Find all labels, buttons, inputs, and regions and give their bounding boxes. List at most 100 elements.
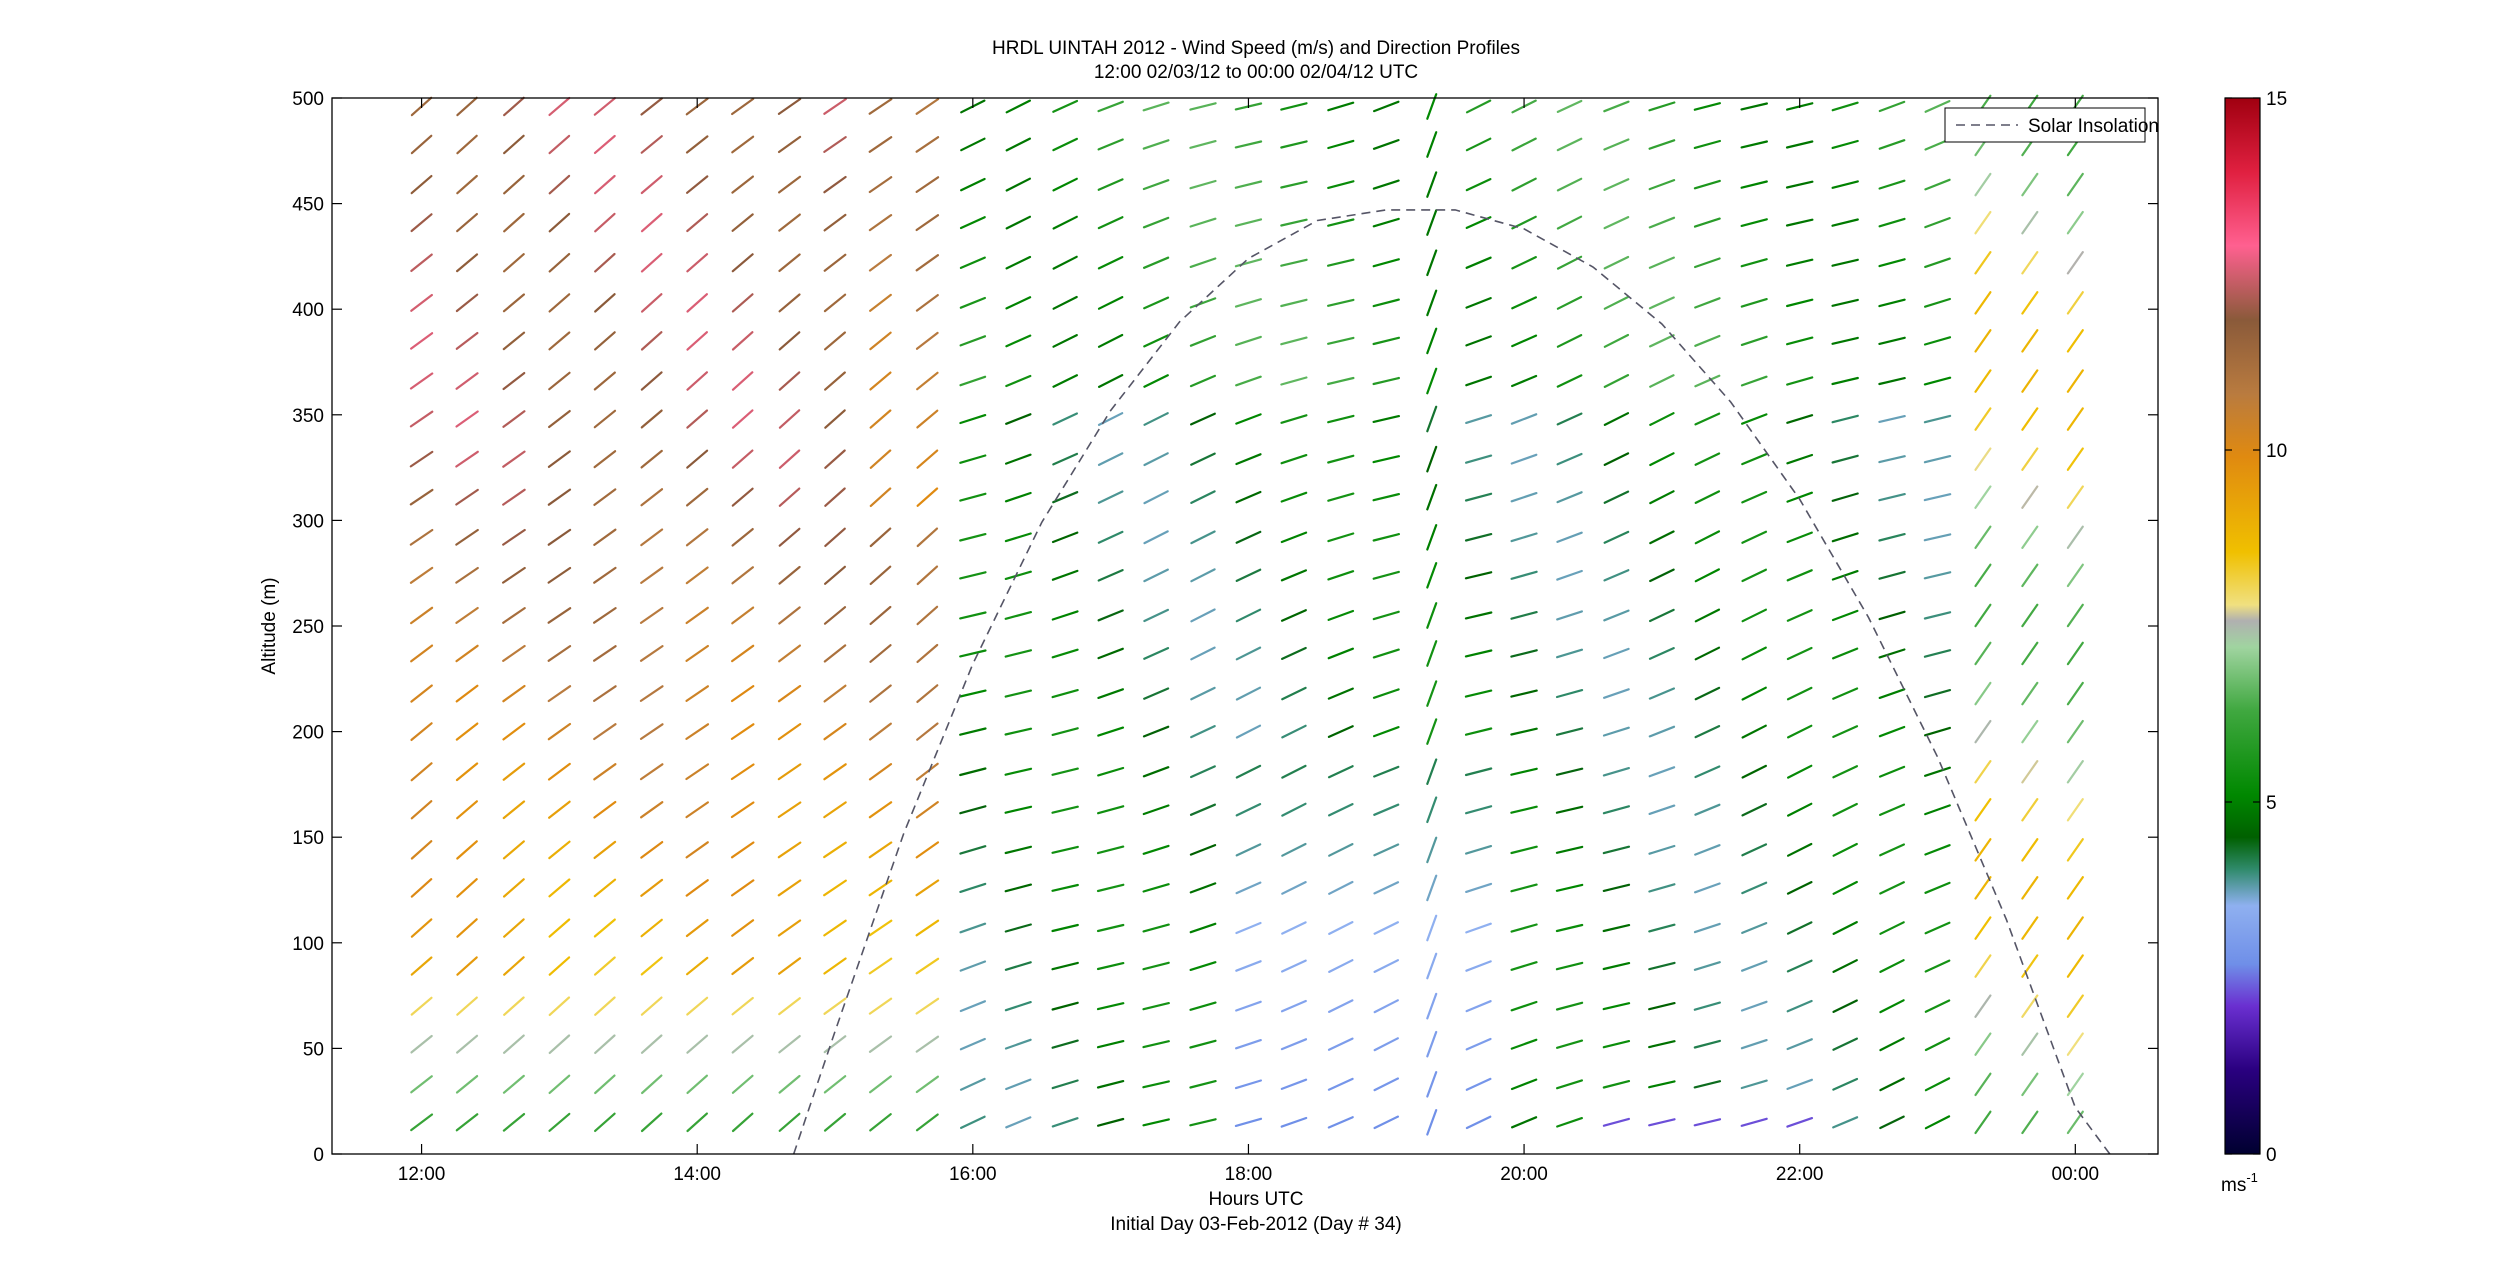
wind-barb <box>1052 137 1079 152</box>
wind-barb <box>1923 766 1952 777</box>
wind-barb <box>1879 959 1905 974</box>
wind-barb <box>915 1035 940 1053</box>
wind-barb <box>548 96 571 117</box>
wind-barb <box>2066 797 2084 822</box>
wind-barb <box>639 606 664 625</box>
wind-barb <box>1280 180 1308 189</box>
wind-barb <box>1052 491 1079 504</box>
wind-barb <box>730 879 755 897</box>
wind-barb <box>1281 764 1307 779</box>
wind-barb <box>1974 954 1992 978</box>
wind-barb <box>1555 688 1584 699</box>
wind-barb <box>777 763 802 781</box>
chart-title: HRDL UINTAH 2012 - Wind Speed (m/s) and … <box>992 38 1520 83</box>
wind-barb <box>455 644 479 663</box>
wind-barb <box>1786 1078 1814 1091</box>
wind-barb <box>731 371 754 391</box>
wind-barb <box>1142 883 1170 893</box>
wind-barb <box>869 331 892 351</box>
wind-barb <box>1372 648 1400 659</box>
wind-barb <box>1510 413 1538 425</box>
wind-barb <box>2021 797 2039 822</box>
wind-barb <box>1189 882 1217 894</box>
wind-barb <box>2066 1032 2084 1056</box>
wind-barb <box>1648 334 1675 348</box>
wind-barb <box>1693 179 1721 190</box>
wind-barb <box>1327 802 1354 817</box>
wind-barb <box>548 996 571 1017</box>
wind-barb <box>2021 210 2039 235</box>
wind-barb <box>959 492 987 502</box>
wind-barb <box>548 840 571 860</box>
wind-barb <box>685 606 709 625</box>
wind-barb <box>1372 415 1401 423</box>
wind-barb <box>1464 727 1493 736</box>
wind-barb <box>916 371 939 391</box>
wind-barb <box>410 684 433 703</box>
wind-barb <box>1974 719 1992 744</box>
wind-barb <box>1924 257 1951 268</box>
wind-barb <box>1190 530 1216 545</box>
wind-barb <box>1603 609 1630 622</box>
wind-barb <box>502 840 525 860</box>
wind-barb <box>823 801 847 819</box>
wind-barb <box>1465 1000 1492 1013</box>
wind-barb <box>686 1112 709 1133</box>
wind-barb <box>2021 369 2039 393</box>
wind-barb <box>2066 994 2084 1018</box>
wind-barb <box>1097 688 1125 700</box>
wind-barb <box>2021 407 2039 431</box>
wind-barb <box>456 174 478 195</box>
wind-barb <box>1831 647 1859 660</box>
colorbar-tick-label: 10 <box>2266 441 2287 462</box>
wind-barb <box>1510 767 1538 776</box>
wind-barb <box>410 878 433 898</box>
wind-barb <box>685 135 709 154</box>
wind-barb <box>1786 453 1814 465</box>
colorbar-tick-label: 0 <box>2266 1145 2277 1166</box>
wind-barb <box>1142 1001 1170 1011</box>
wind-barb <box>731 919 755 937</box>
wind-barb <box>1555 845 1584 854</box>
wind-barb <box>1831 569 1859 581</box>
wind-barb <box>1051 845 1079 854</box>
wind-barb <box>409 566 434 584</box>
wind-barb <box>915 841 940 859</box>
wind-barb <box>823 1112 847 1132</box>
wind-barb <box>548 331 571 351</box>
wind-barb <box>1555 767 1584 776</box>
wind-barb <box>410 332 434 350</box>
wind-barb <box>916 722 939 741</box>
wind-barb <box>594 996 616 1016</box>
wind-barb <box>731 253 754 273</box>
wind-barb <box>1235 453 1262 466</box>
wind-barb <box>1694 765 1721 779</box>
wind-barb <box>593 409 617 429</box>
wind-barb <box>593 371 616 391</box>
wind-barb <box>1740 960 1768 972</box>
wind-barb <box>1974 994 1992 1018</box>
wind-barb <box>1602 1117 1631 1127</box>
wind-barb <box>1832 1116 1859 1129</box>
wind-barb <box>502 410 526 428</box>
wind-barb <box>1004 570 1032 581</box>
wind-barb <box>1974 797 1992 822</box>
wind-barb <box>1511 177 1537 192</box>
wind-barb <box>868 1075 892 1094</box>
wind-barb <box>778 1074 801 1094</box>
wind-barb <box>1426 796 1438 824</box>
wind-barb <box>455 722 479 741</box>
wind-barb <box>1235 490 1262 504</box>
wind-barb <box>640 212 663 233</box>
wind-barb <box>868 176 893 194</box>
wind-barb <box>1052 295 1078 310</box>
wind-barb <box>1694 724 1721 739</box>
wind-barb <box>868 841 893 859</box>
wind-barb <box>1510 689 1538 698</box>
colorbar-tick-label: 5 <box>2266 793 2277 814</box>
wind-barb <box>916 643 939 664</box>
wind-barb <box>547 488 572 506</box>
wind-barb <box>640 996 663 1016</box>
wind-barb <box>1142 101 1170 112</box>
wind-barb <box>2066 407 2084 431</box>
